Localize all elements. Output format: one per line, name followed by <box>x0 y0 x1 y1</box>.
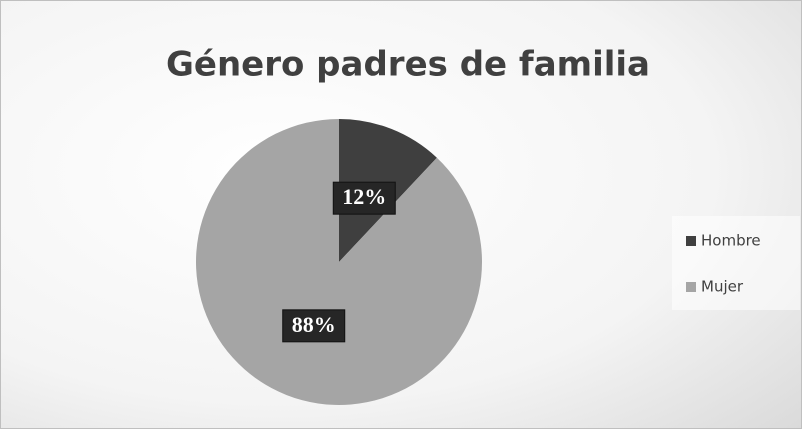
legend-label: Hombre <box>701 232 761 250</box>
data-label-box <box>332 181 396 215</box>
data-label: 12% <box>342 184 386 209</box>
legend-swatch <box>686 282 696 292</box>
data-label: 88% <box>292 312 336 337</box>
legend-label: Mujer <box>701 278 744 296</box>
pie-slice <box>195 119 482 405</box>
legend-swatch <box>686 236 696 246</box>
legend-box <box>672 216 800 310</box>
data-label-box <box>282 309 346 343</box>
chart-title: Género padres de familia <box>166 45 650 85</box>
